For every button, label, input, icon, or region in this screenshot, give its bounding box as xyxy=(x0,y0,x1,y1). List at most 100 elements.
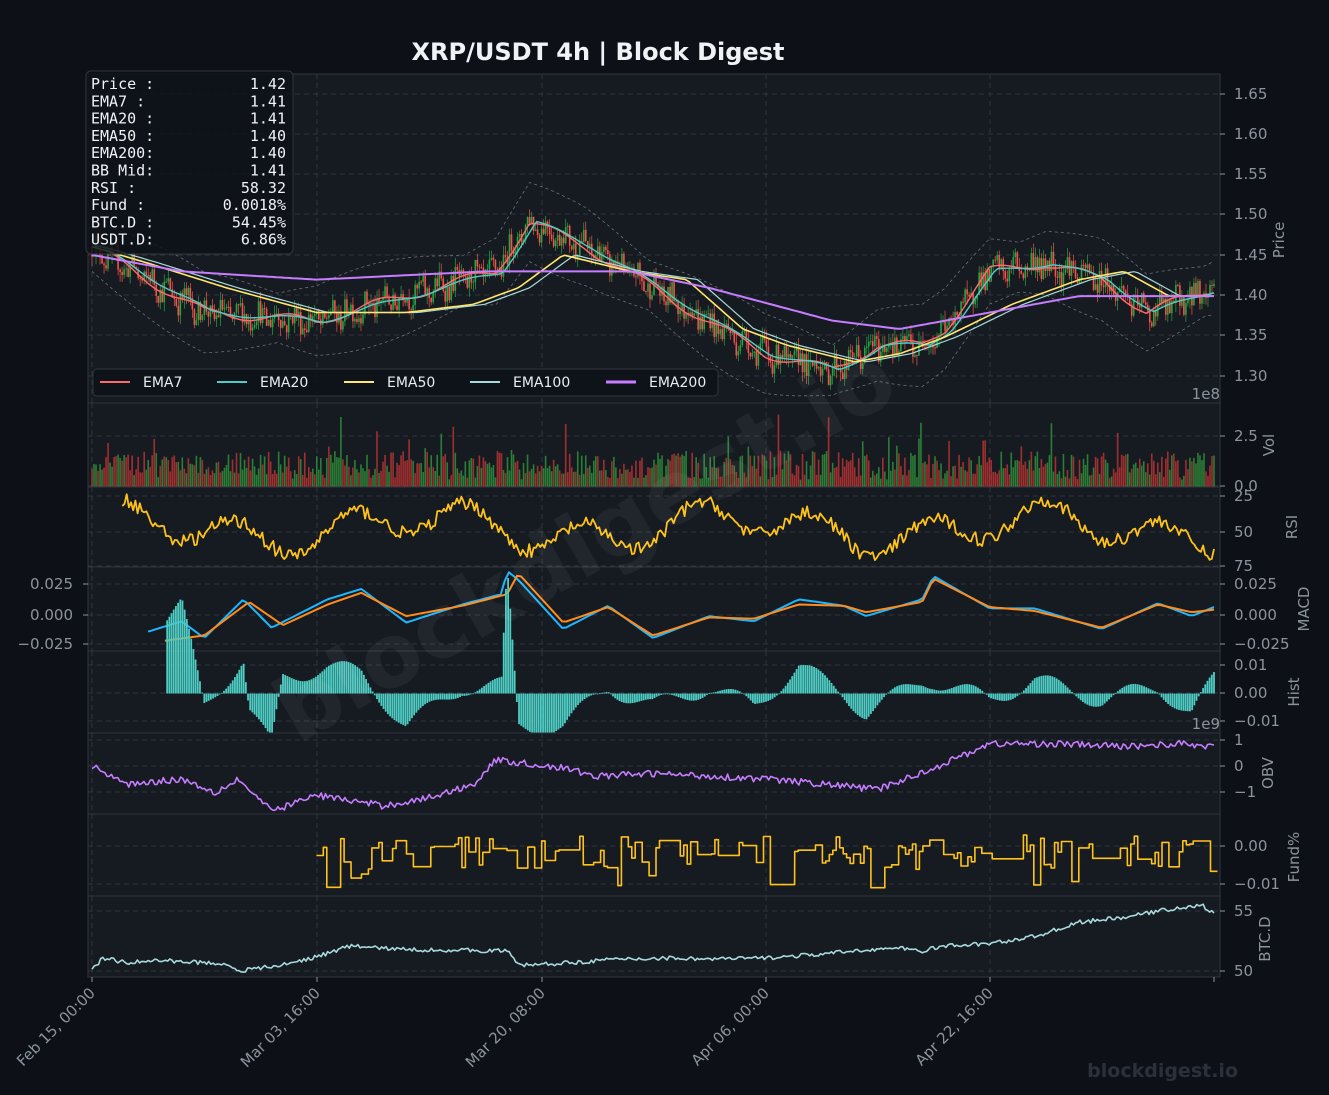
hist-bar xyxy=(931,689,933,694)
volume-bar xyxy=(301,474,304,487)
candle-body xyxy=(637,262,639,277)
candle-body xyxy=(123,269,125,275)
legend-label: EMA200 xyxy=(649,375,706,391)
volume-bar xyxy=(462,475,465,487)
volume-bar xyxy=(1161,456,1163,487)
candle-body xyxy=(707,313,709,315)
candle-body xyxy=(101,254,103,264)
volume-bar xyxy=(809,465,812,487)
volume-bar xyxy=(1066,469,1069,487)
volume-bar xyxy=(683,455,685,487)
volume-bar xyxy=(267,451,270,487)
volume-bar xyxy=(785,460,788,487)
candle-body xyxy=(354,319,356,322)
hist-bar xyxy=(1036,677,1038,694)
hist-bar xyxy=(640,693,643,701)
volume-bar xyxy=(952,466,954,487)
volume-bar xyxy=(334,451,336,487)
candle-body xyxy=(857,345,860,357)
candle-body xyxy=(552,239,555,247)
candle-body xyxy=(360,318,362,324)
volume-bar xyxy=(255,474,258,487)
hist-bar xyxy=(673,693,676,696)
volume-bar xyxy=(151,455,154,487)
volume-bar xyxy=(251,458,254,487)
candle-body xyxy=(297,312,300,317)
volume-bar xyxy=(592,460,595,487)
volume-bar xyxy=(506,457,509,487)
hist-bar xyxy=(358,668,361,694)
hist-bar xyxy=(260,693,263,723)
candle-body xyxy=(1128,297,1131,305)
volume-bar xyxy=(659,458,661,487)
hist-bar xyxy=(682,693,684,699)
candle-body xyxy=(964,289,966,303)
candle-body xyxy=(795,346,798,352)
btcd-line xyxy=(91,903,1215,973)
volume-bar xyxy=(1050,423,1053,487)
candle-body xyxy=(291,315,294,324)
candle-body xyxy=(1022,273,1025,279)
volume-bar xyxy=(494,477,497,487)
candle-body xyxy=(263,308,266,310)
hist-bar xyxy=(828,680,831,694)
candle-body xyxy=(853,356,856,358)
volume-bar xyxy=(125,457,127,487)
candle-body xyxy=(478,266,481,268)
volume-bar xyxy=(386,465,388,487)
hist-bar xyxy=(697,693,700,700)
volume-bar xyxy=(1016,460,1019,487)
volume-bar xyxy=(890,470,892,487)
hist-bar xyxy=(452,693,455,700)
hist-bar xyxy=(284,674,287,694)
hist-bar xyxy=(172,609,175,694)
candle-body xyxy=(223,307,226,310)
hist-bar xyxy=(1189,693,1191,712)
hist-bar xyxy=(977,687,979,694)
hist-bar xyxy=(861,693,864,718)
candle-body xyxy=(468,272,471,288)
panel-btcd-frame xyxy=(87,895,1221,978)
candle-body xyxy=(775,344,778,366)
volume-bar xyxy=(163,456,166,487)
volume-bar xyxy=(484,461,487,487)
volume-bar xyxy=(201,460,204,487)
candle-body xyxy=(751,352,754,357)
volume-bar xyxy=(972,473,974,487)
candle-body xyxy=(745,329,748,341)
hist-bar xyxy=(987,693,990,698)
candle-body xyxy=(512,250,515,254)
volume-bar xyxy=(763,455,766,487)
candle-body xyxy=(237,304,240,306)
volume-bar xyxy=(109,462,111,487)
candle-body xyxy=(894,337,896,355)
candle-body xyxy=(747,340,750,353)
rsi-tick-label: 25 xyxy=(1234,487,1253,505)
candle-body xyxy=(1136,296,1139,306)
candle-body xyxy=(398,297,400,310)
hist-bar xyxy=(961,684,964,694)
info-value: 1.42 xyxy=(250,75,286,93)
volume-bar xyxy=(227,454,230,487)
candle-body xyxy=(217,315,220,318)
hist-bar xyxy=(1053,677,1056,694)
volume-bar xyxy=(671,454,673,487)
hist-bar xyxy=(177,602,180,694)
volume-bar xyxy=(783,453,786,487)
candle-body xyxy=(865,346,868,348)
volume-bar xyxy=(819,474,822,487)
hist-bar xyxy=(369,687,372,694)
hist-bar xyxy=(1208,677,1211,694)
volume-bar xyxy=(1084,464,1087,487)
hist-bar xyxy=(378,693,381,703)
volume-bar xyxy=(229,471,232,487)
candle-body xyxy=(956,312,958,315)
volume-bar xyxy=(137,456,139,487)
hist-bar xyxy=(1134,683,1137,694)
volume-bar xyxy=(358,472,360,487)
volume-bar xyxy=(432,467,435,487)
volume-tick-label: 2.5 xyxy=(1234,427,1258,445)
hist-bar xyxy=(957,685,960,694)
volume-bar xyxy=(490,467,493,487)
